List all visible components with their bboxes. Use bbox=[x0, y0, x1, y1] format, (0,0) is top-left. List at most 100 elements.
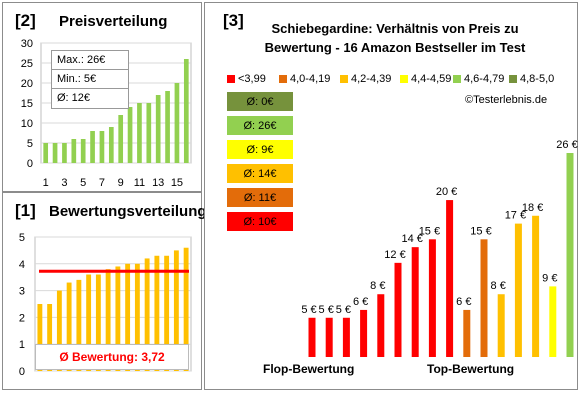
rating-bar bbox=[37, 304, 43, 371]
panel-title: Preisverteilung bbox=[59, 13, 168, 30]
x-tick-label: 3 bbox=[61, 177, 67, 189]
price-rating-bar bbox=[377, 294, 385, 357]
average-price-box: Ø: 11€ bbox=[227, 188, 293, 207]
legend-swatch bbox=[453, 75, 461, 83]
top-label: Top-Bewertung bbox=[427, 362, 515, 376]
copyright-source: ©Testerlebnis.de bbox=[465, 94, 548, 106]
rating-bar bbox=[134, 263, 140, 371]
average-price-box: Ø: 14€ bbox=[227, 164, 293, 183]
panel-title: Bewertungsverteilung bbox=[49, 203, 207, 220]
price-bar bbox=[99, 131, 105, 163]
x-tick-label: 13 bbox=[152, 177, 164, 189]
rating-bar bbox=[173, 250, 179, 371]
y-tick-label: 4 bbox=[19, 259, 25, 271]
legend-label: 4,8-5,0 bbox=[520, 73, 555, 85]
bar-value-label: 18 € bbox=[522, 202, 543, 214]
legend-swatch bbox=[279, 75, 287, 83]
rating-bar bbox=[86, 274, 92, 371]
bar-value-label: 6 € bbox=[353, 296, 368, 308]
rating-average-label: Ø Bewertung: 3,72 bbox=[35, 344, 189, 370]
price-bar bbox=[137, 103, 142, 163]
y-tick-label: 20 bbox=[21, 78, 33, 90]
average-price-box: Ø: 10€ bbox=[227, 212, 293, 231]
price-rating-bar-chart: 5 €5 €5 €6 €8 €12 €14 €15 €20 €6 €15 €8 … bbox=[301, 139, 578, 357]
legend-swatch bbox=[509, 75, 517, 83]
rating-distribution-panel: [1] Bewertungsverteilung 0 1 2 3 4 5 Ø Bewert… bbox=[2, 192, 207, 390]
y-tick-label: 25 bbox=[21, 58, 33, 70]
bar-value-label: 12 € bbox=[384, 249, 405, 261]
y-tick-label: 3 bbox=[19, 286, 25, 298]
rating-bar bbox=[105, 269, 111, 371]
price-rating-bar bbox=[360, 309, 368, 357]
price-min: Min.: 5€ bbox=[52, 70, 128, 89]
rating-bar bbox=[56, 290, 62, 371]
price-rating-bar bbox=[325, 317, 333, 357]
legend-item: 4,4-4,59 bbox=[400, 73, 451, 85]
price-distribution-panel: [2] Preisverteilung 0 5 10 15 20 25 30 1 3 5 7 9 11 1… bbox=[2, 2, 202, 192]
y-tick-label: 0 bbox=[27, 158, 33, 170]
price-bar bbox=[108, 127, 114, 163]
bar-value-label: 15 € bbox=[470, 225, 491, 237]
bar-value-label: 5 € bbox=[336, 304, 351, 316]
y-tick-label: 15 bbox=[21, 98, 33, 110]
y-tick-label: 1 bbox=[19, 339, 25, 351]
legend-swatch bbox=[340, 75, 348, 83]
price-bar bbox=[155, 95, 161, 163]
price-bar bbox=[174, 83, 180, 163]
legend-label: <3,99 bbox=[238, 73, 266, 85]
y-tick-label: 0 bbox=[19, 366, 25, 378]
average-price-box: Ø: 26€ bbox=[227, 116, 293, 135]
legend-label: 4,4-4,59 bbox=[411, 73, 452, 85]
bar-value-label: 6 € bbox=[456, 296, 471, 308]
bar-value-label: 15 € bbox=[419, 225, 440, 237]
price-rating-bar bbox=[411, 247, 419, 357]
price-stats-box: Max.: 26€ Min.: 5€ Ø: 12€ bbox=[51, 50, 129, 109]
average-price-box: Ø: 0€ bbox=[227, 92, 293, 111]
price-rating-bar bbox=[549, 286, 557, 357]
y-tick-label: 10 bbox=[21, 118, 33, 130]
chart-title-line2: Bewertung - 16 Amazon Bestseller im Test bbox=[264, 40, 526, 55]
panel-number: [2] bbox=[15, 11, 36, 30]
price-bar bbox=[118, 115, 124, 163]
price-bar bbox=[183, 59, 189, 163]
price-bar bbox=[90, 131, 95, 163]
price-rating-bar bbox=[342, 317, 350, 357]
bar-value-label: 9 € bbox=[542, 272, 557, 284]
bar-value-label: 17 € bbox=[505, 210, 526, 222]
bar-value-label: 20 € bbox=[436, 186, 457, 198]
bar-value-label: 26 € bbox=[556, 139, 577, 151]
bar-value-label: 5 € bbox=[301, 304, 316, 316]
y-tick-label: 5 bbox=[27, 138, 33, 150]
price-average: Ø: 12€ bbox=[57, 92, 91, 104]
price-bar bbox=[165, 91, 170, 163]
x-tick-label: 15 bbox=[171, 177, 183, 189]
rating-bar bbox=[183, 247, 189, 371]
bar-value-label: 8 € bbox=[491, 280, 506, 292]
x-tick-label: 5 bbox=[80, 177, 86, 189]
rating-bar bbox=[47, 304, 53, 371]
rating-bar bbox=[125, 263, 131, 371]
rating-bar bbox=[76, 279, 82, 371]
average-price-box: Ø: 9€ bbox=[227, 140, 293, 159]
legend-label: 4,2-4,39 bbox=[351, 73, 392, 85]
price-bar bbox=[52, 143, 58, 163]
price-max: Max.: 26€ bbox=[52, 51, 128, 70]
legend-item: 4,8-5,0 bbox=[509, 73, 554, 85]
price-bar bbox=[62, 143, 67, 163]
price-rating-bar bbox=[428, 239, 436, 357]
price-bar bbox=[127, 107, 133, 163]
rating-bar bbox=[164, 255, 170, 371]
rating-bar bbox=[95, 274, 101, 371]
y-tick-label: 5 bbox=[19, 232, 25, 244]
legend-item: 4,0-4,19 bbox=[279, 73, 330, 85]
panel-number: [3] bbox=[223, 11, 244, 30]
price-rating-bar bbox=[308, 317, 316, 357]
price-rating-bar bbox=[463, 309, 471, 357]
price-rating-bar bbox=[497, 294, 505, 357]
y-tick-label: 30 bbox=[21, 38, 33, 50]
price-bar bbox=[71, 139, 77, 163]
bar-value-label: 8 € bbox=[370, 280, 385, 292]
y-tick-label: 2 bbox=[19, 312, 25, 324]
price-rating-bar bbox=[514, 223, 522, 357]
